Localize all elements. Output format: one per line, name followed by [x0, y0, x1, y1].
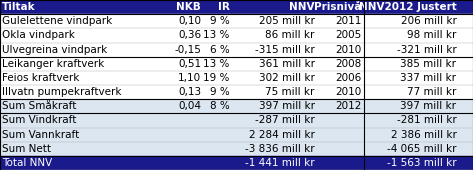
Text: 0,36: 0,36 [178, 30, 201, 40]
Text: Prisnivå: Prisnivå [315, 2, 362, 12]
Text: 6 %: 6 % [210, 45, 229, 55]
Bar [0, 113, 473, 128]
Text: 2005: 2005 [336, 30, 362, 40]
Bar [0, 142, 473, 156]
Bar [0, 0, 473, 14]
Bar [0, 28, 473, 42]
Text: Sum Vindkraft: Sum Vindkraft [2, 115, 77, 125]
Text: 9 %: 9 % [210, 87, 229, 97]
Text: -1 441 mill kr: -1 441 mill kr [245, 158, 315, 168]
Text: Sum Småkraft: Sum Småkraft [2, 101, 77, 111]
Text: 337 mill kr: 337 mill kr [401, 73, 456, 83]
Text: 2 386 mill kr: 2 386 mill kr [391, 130, 456, 140]
Text: 361 mill kr: 361 mill kr [259, 59, 315, 69]
Bar [0, 85, 473, 99]
Text: 397 mill kr: 397 mill kr [401, 101, 456, 111]
Text: -0,15: -0,15 [174, 45, 201, 55]
Text: 0,10: 0,10 [178, 16, 201, 26]
Text: 2006: 2006 [336, 73, 362, 83]
Text: Sum Vannkraft: Sum Vannkraft [2, 130, 79, 140]
Text: 2010: 2010 [336, 87, 362, 97]
Text: 13 %: 13 % [203, 30, 229, 40]
Text: 2 284 mill kr: 2 284 mill kr [249, 130, 315, 140]
Text: Okla vindpark: Okla vindpark [2, 30, 75, 40]
Text: 75 mill kr: 75 mill kr [265, 87, 315, 97]
Bar [0, 71, 473, 85]
Bar [0, 156, 473, 170]
Text: IR: IR [218, 2, 229, 12]
Text: 397 mill kr: 397 mill kr [259, 101, 315, 111]
Text: 13 %: 13 % [203, 59, 229, 69]
Text: 2010: 2010 [336, 45, 362, 55]
Text: 77 mill kr: 77 mill kr [407, 87, 456, 97]
Bar [0, 14, 473, 28]
Bar [0, 57, 473, 71]
Text: Gulelettene vindpark: Gulelettene vindpark [2, 16, 113, 26]
Text: 0,13: 0,13 [178, 87, 201, 97]
Text: 2008: 2008 [336, 59, 362, 69]
Text: -281 mill kr: -281 mill kr [397, 115, 456, 125]
Text: 1,10: 1,10 [178, 73, 201, 83]
Text: 206 mill kr: 206 mill kr [401, 16, 456, 26]
Text: Illvatn pumpekraftverk: Illvatn pumpekraftverk [2, 87, 122, 97]
Text: 0,04: 0,04 [178, 101, 201, 111]
Text: -3 836 mill kr: -3 836 mill kr [245, 144, 315, 154]
Text: 98 mill kr: 98 mill kr [407, 30, 456, 40]
Text: 2012: 2012 [335, 101, 362, 111]
Text: NKB: NKB [176, 2, 201, 12]
Bar [0, 99, 473, 113]
Text: 9 %: 9 % [210, 16, 229, 26]
Bar [0, 128, 473, 142]
Text: Ulvegreina vindpark: Ulvegreina vindpark [2, 45, 108, 55]
Text: NNV: NNV [289, 2, 315, 12]
Text: 0,51: 0,51 [178, 59, 201, 69]
Text: Leikanger kraftverk: Leikanger kraftverk [2, 59, 105, 69]
Text: 205 mill kr: 205 mill kr [259, 16, 315, 26]
Text: NNV2012 Justert: NNV2012 Justert [359, 2, 456, 12]
Text: 302 mill kr: 302 mill kr [259, 73, 315, 83]
Text: Total NNV: Total NNV [2, 158, 53, 168]
Text: -321 mill kr: -321 mill kr [397, 45, 456, 55]
Text: Sum Nett: Sum Nett [2, 144, 52, 154]
Text: 19 %: 19 % [203, 73, 229, 83]
Text: -287 mill kr: -287 mill kr [255, 115, 315, 125]
Text: -1 563 mill kr: -1 563 mill kr [387, 158, 456, 168]
Bar [0, 42, 473, 57]
Text: Feios kraftverk: Feios kraftverk [2, 73, 80, 83]
Text: -4 065 mill kr: -4 065 mill kr [387, 144, 456, 154]
Text: 2011: 2011 [335, 16, 362, 26]
Text: Tiltak: Tiltak [2, 2, 36, 12]
Text: -315 mill kr: -315 mill kr [255, 45, 315, 55]
Text: 385 mill kr: 385 mill kr [401, 59, 456, 69]
Text: 86 mill kr: 86 mill kr [265, 30, 315, 40]
Text: 8 %: 8 % [210, 101, 229, 111]
